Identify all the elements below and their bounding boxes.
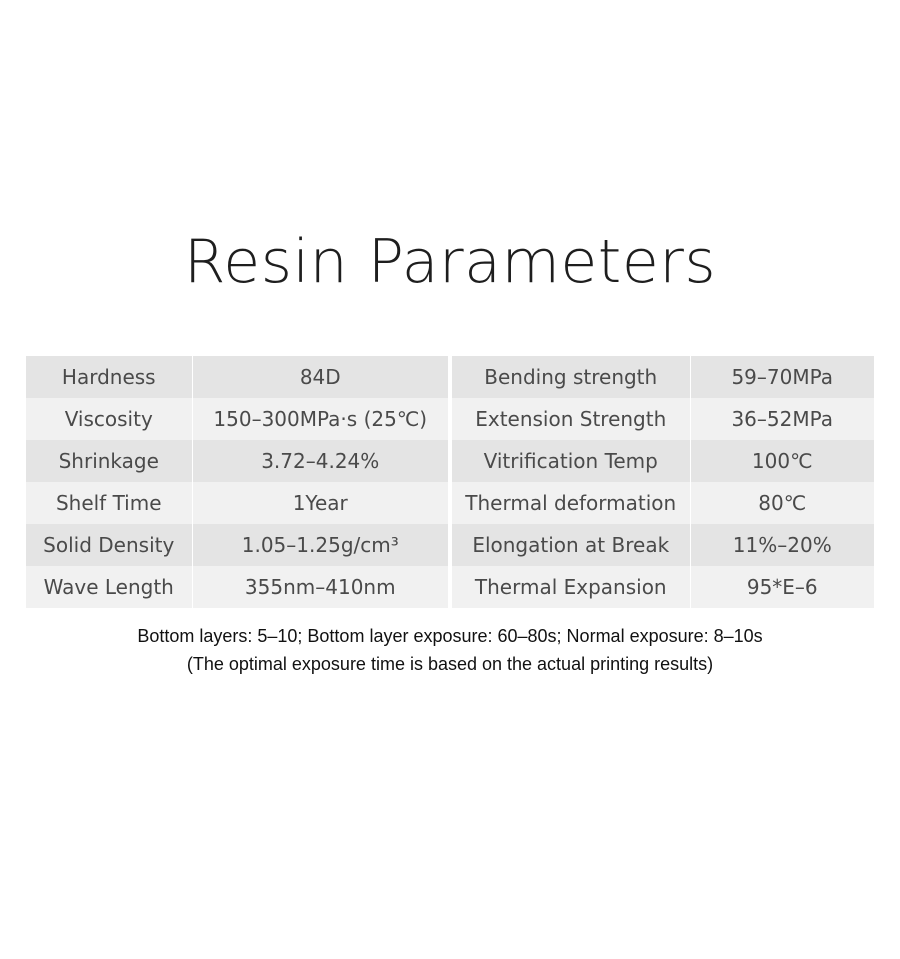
parameters-table-right: Bending strength 59–70MPa Extension Stre…: [452, 356, 874, 608]
parameter-name: Thermal deformation: [452, 482, 691, 524]
parameter-value: 84D: [192, 356, 448, 398]
parameter-value: 59–70MPa: [690, 356, 874, 398]
parameter-name: Vitrification Temp: [452, 440, 691, 482]
parameter-name: Shelf Time: [26, 482, 193, 524]
parameter-value: 355nm–410nm: [192, 566, 448, 608]
table-row: Viscosity 150–300MPa·s (25℃): [26, 398, 448, 440]
parameters-tables: Hardness 84D Viscosity 150–300MPa·s (25℃…: [26, 356, 874, 608]
parameter-name: Thermal Expansion: [452, 566, 691, 608]
page-title: Resin Parameters: [183, 227, 717, 297]
parameter-value: 1Year: [192, 482, 448, 524]
parameter-name: Solid Density: [26, 524, 193, 566]
parameters-table-left: Hardness 84D Viscosity 150–300MPa·s (25℃…: [26, 356, 448, 608]
parameter-value: 80℃: [690, 482, 874, 524]
exposure-disclaimer: (The optimal exposure time is based on t…: [186, 654, 714, 674]
parameter-value: 3.72–4.24%: [192, 440, 448, 482]
table-row: Bending strength 59–70MPa: [452, 356, 874, 398]
parameter-value: 1.05–1.25g/cm³: [192, 524, 448, 566]
table-row: Thermal Expansion 95*E–6: [452, 566, 874, 608]
table-row: Solid Density 1.05–1.25g/cm³: [26, 524, 448, 566]
parameter-value: 36–52MPa: [690, 398, 874, 440]
table-row: Wave Length 355nm–410nm: [26, 566, 448, 608]
parameter-name: Wave Length: [26, 566, 193, 608]
table-row: Thermal deformation 80℃: [452, 482, 874, 524]
table-row: Elongation at Break 11%–20%: [452, 524, 874, 566]
parameter-value: 95*E–6: [690, 566, 874, 608]
table-row: Shelf Time 1Year: [26, 482, 448, 524]
parameter-value: 150–300MPa·s (25℃): [192, 398, 448, 440]
exposure-note: Bottom layers: 5–10; Bottom layer exposu…: [137, 626, 763, 646]
parameter-name: Shrinkage: [26, 440, 193, 482]
table-row: Vitrification Temp 100℃: [452, 440, 874, 482]
table-row: Extension Strength 36–52MPa: [452, 398, 874, 440]
table-row: Hardness 84D: [26, 356, 448, 398]
parameter-value: 11%–20%: [690, 524, 874, 566]
parameter-name: Viscosity: [26, 398, 193, 440]
parameter-value: 100℃: [690, 440, 874, 482]
table-row: Shrinkage 3.72–4.24%: [26, 440, 448, 482]
parameter-name: Bending strength: [452, 356, 691, 398]
parameter-name: Elongation at Break: [452, 524, 691, 566]
parameter-name: Hardness: [26, 356, 193, 398]
parameter-name: Extension Strength: [452, 398, 691, 440]
